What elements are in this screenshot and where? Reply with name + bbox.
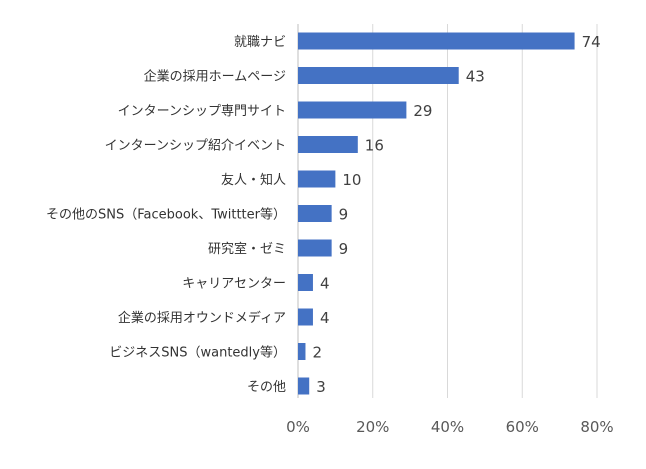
bar [298,101,407,119]
data-label: 29 [413,102,432,120]
x-tick-label: 60% [506,418,539,436]
bar [298,32,575,50]
bar [298,343,306,360]
bar [298,377,310,395]
category-label: その他のSNS（Facebook、Twittter等） [46,207,286,223]
x-tick-label: 20% [356,418,389,436]
category-label: 研究室・ゼミ [208,241,286,257]
category-label: 友人・知人 [221,172,286,188]
data-label: 43 [466,68,485,86]
data-label: 2 [312,344,322,362]
category-label: 企業の採用ホームページ [144,69,286,85]
bar [298,136,358,153]
bar [298,308,313,326]
x-tick-label: 80% [580,418,613,436]
bar [298,274,313,291]
category-label: 企業の採用オウンドメディア [118,310,286,326]
bars [298,32,575,395]
bar [298,170,336,188]
data-label: 74 [582,33,601,51]
data-label: 16 [365,137,384,155]
category-label: ビジネスSNS（wantedly等） [109,345,286,361]
category-label: その他 [247,380,286,395]
data-label: 10 [342,171,361,189]
bar [298,239,332,257]
bar [298,67,459,84]
category-label: 就職ナビ [234,35,286,50]
x-axis-ticks: 0% 20% 40% 60% 80% [286,418,614,436]
category-labels: 就職ナビ企業の採用ホームページインターンシップ専門サイトインターンシップ紹介イベ… [46,35,286,395]
data-label: 4 [320,309,330,327]
category-label: インターンシップ紹介イベント [105,139,286,154]
category-label: インターンシップ専門サイト [118,104,286,119]
x-tick-label: 40% [431,418,464,436]
data-label: 9 [339,206,349,224]
data-label: 3 [316,378,326,396]
data-label: 9 [339,240,349,258]
category-label: キャリアセンター [182,277,286,292]
bar [298,205,332,222]
x-tick-label: 0% [286,418,310,436]
data-label: 4 [320,275,330,293]
